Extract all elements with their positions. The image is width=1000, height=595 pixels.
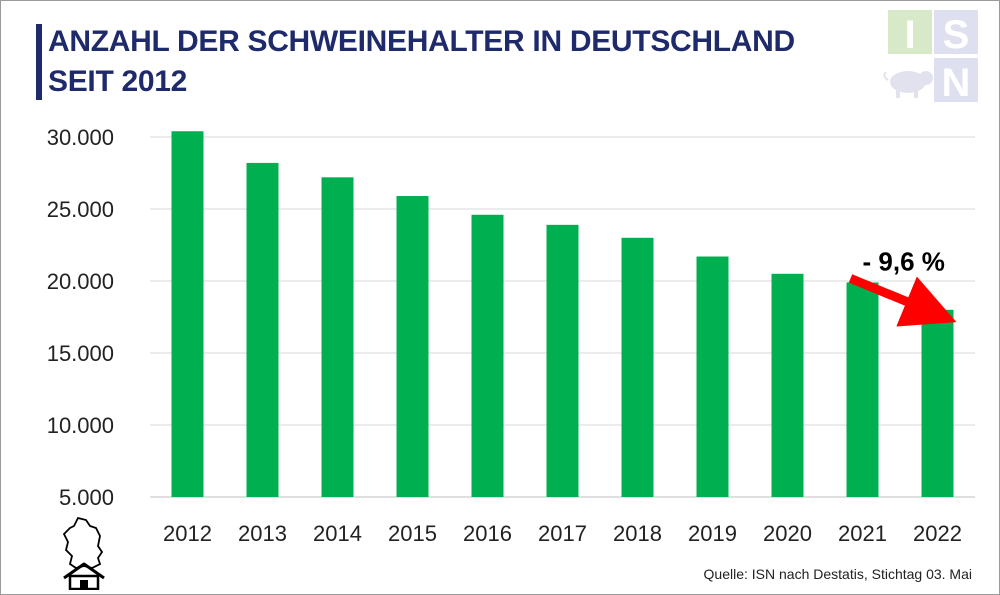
bar-2016 (471, 214, 504, 497)
x-tick-label: 2017 (538, 521, 587, 546)
y-tick-label: 5.000 (59, 485, 114, 510)
y-tick-label: 20.000 (47, 269, 114, 294)
bar-2020 (771, 273, 804, 497)
y-tick-label: 10.000 (47, 413, 114, 438)
germany-map-home-icon[interactable] (60, 516, 110, 590)
logo-tile-i (888, 10, 932, 54)
logo-letter-i: I (904, 13, 915, 57)
chart-title: ANZAHL DER SCHWEINEHALTER IN DEUTSCHLAND… (48, 22, 795, 102)
x-tick-label: 2021 (838, 521, 887, 546)
bar-2021 (846, 282, 879, 497)
x-tick-label: 2012 (163, 521, 212, 546)
x-tick-label: 2018 (613, 521, 662, 546)
y-tick-label: 25.000 (47, 197, 114, 222)
bar-2018 (621, 237, 654, 498)
x-tick-label: 2019 (688, 521, 737, 546)
bar-2012 (171, 131, 204, 498)
isn-logo: I S N (883, 10, 978, 105)
logo-tile-s (934, 10, 978, 54)
y-tick-label: 15.000 (47, 341, 114, 366)
germany-outline (62, 516, 104, 569)
y-tick-label: 30.000 (47, 125, 114, 150)
x-tick-label: 2015 (388, 521, 437, 546)
bar-2015 (396, 196, 429, 498)
bar-2014 (321, 177, 354, 497)
logo-tile-n (934, 58, 978, 102)
x-tick-label: 2013 (238, 521, 287, 546)
change-annotation: - 9,6 % (863, 246, 945, 276)
x-tick-label: 2020 (763, 521, 812, 546)
title-line-2: SEIT 2012 (48, 65, 188, 98)
title-accent-bar (36, 24, 42, 100)
logo-letter-n: N (942, 61, 971, 105)
logo-letter-s: S (943, 13, 970, 57)
bar-2013 (246, 162, 279, 498)
x-tick-label: 2022 (913, 521, 962, 546)
pig-icon (883, 71, 933, 98)
title-line-1: ANZAHL DER SCHWEINEHALTER IN DEUTSCHLAND (48, 25, 795, 58)
source-note: Quelle: ISN nach Destatis, Stichtag 03. … (703, 566, 972, 582)
x-tick-label: 2016 (463, 521, 512, 546)
bar-2017 (546, 224, 579, 497)
bar-2019 (696, 256, 729, 497)
bar-2022 (921, 309, 954, 497)
change-arrow (848, 274, 957, 327)
x-tick-label: 2014 (313, 521, 362, 546)
